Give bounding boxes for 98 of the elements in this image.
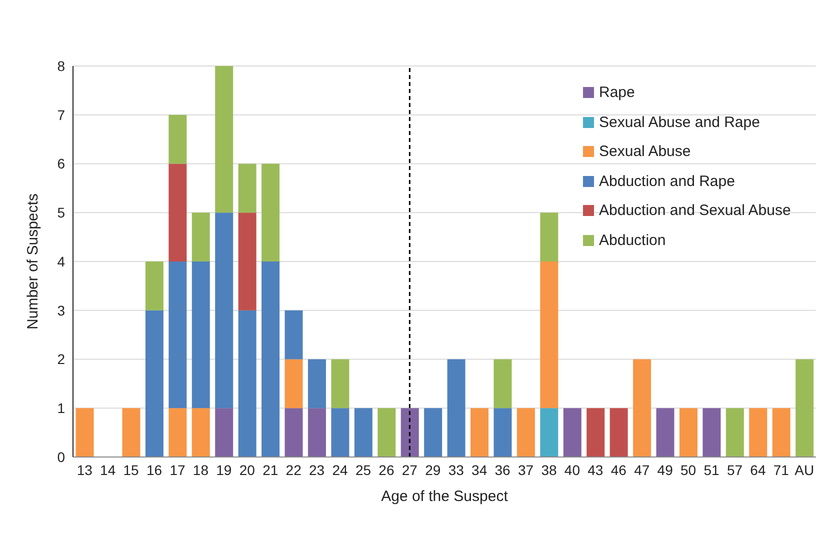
bar: [238, 164, 256, 213]
bar: [76, 408, 94, 457]
x-tick-label: 47: [634, 462, 650, 478]
bar: [192, 212, 210, 262]
bar: [168, 262, 187, 408]
x-tick-label: 37: [518, 462, 534, 478]
y-tick-label: 8: [57, 58, 66, 74]
x-tick-label: 57: [726, 462, 743, 478]
y-axis-title: Number of Suspects: [24, 194, 42, 330]
legend-label: Abduction: [599, 232, 666, 249]
x-tick-label: 33: [448, 462, 464, 478]
x-axis-title: Age of the Suspect: [381, 488, 509, 505]
legend-label: Sexual Abuse: [599, 143, 691, 160]
x-tick-label: 20: [239, 462, 256, 478]
y-tick-label: 2: [57, 351, 66, 368]
x-tick-label: 18: [192, 462, 209, 478]
x-tick-label: 36: [494, 462, 511, 478]
x-tick-label: 22: [286, 462, 302, 478]
x-tick-label: 29: [425, 462, 441, 478]
bar: [610, 408, 628, 457]
bar: [586, 408, 605, 457]
bar: [145, 262, 164, 310]
bar: [796, 359, 814, 457]
x-tick-label: 25: [355, 462, 372, 478]
bar: [308, 408, 326, 457]
x-tick-label: 27: [402, 462, 418, 478]
bar: [447, 359, 466, 457]
bar: [192, 262, 210, 408]
y-tick-label: 5: [57, 204, 66, 221]
bar: [284, 359, 303, 408]
x-tick-label: 19: [216, 462, 232, 478]
bar: [238, 212, 256, 310]
bar: [540, 212, 558, 262]
bar: [215, 408, 234, 457]
bar: [702, 408, 721, 457]
bar: [168, 114, 187, 164]
y-tick-label: 1: [57, 400, 66, 416]
bar: [540, 262, 558, 408]
bar: [516, 408, 535, 457]
bar: [238, 310, 256, 457]
bar: [470, 408, 489, 457]
bar: [331, 408, 350, 457]
x-tick-label: 40: [564, 462, 580, 478]
x-tick-label: 15: [123, 462, 140, 478]
bar: [656, 408, 674, 457]
bar: [168, 408, 187, 457]
x-tick-label: 14: [100, 462, 116, 478]
x-tick-label: 46: [610, 462, 627, 478]
bar: [540, 408, 558, 457]
bar: [192, 408, 210, 457]
bar: [308, 359, 326, 408]
x-tick-label: 13: [76, 462, 93, 478]
legend-label: Abduction and Sexual Abuse: [599, 202, 791, 220]
bar: [563, 408, 582, 457]
bar: [122, 408, 140, 457]
bar: [749, 408, 768, 457]
bar: [679, 408, 698, 457]
bar: [262, 164, 280, 262]
bar: [168, 164, 187, 262]
y-tick-label: 7: [57, 106, 66, 123]
y-tick-label: 6: [57, 156, 66, 172]
bar: [262, 262, 280, 457]
bar: [284, 408, 303, 457]
bar: [378, 408, 396, 457]
x-tick-label: 17: [170, 462, 186, 478]
bar: [400, 408, 419, 457]
x-tick-label: 34: [472, 462, 488, 478]
bar: [215, 212, 234, 408]
legend-label: Sexual Abuse and Rape: [599, 114, 760, 131]
x-tick-label: 49: [657, 462, 674, 478]
x-tick-label: 26: [378, 462, 394, 478]
bar: [494, 408, 512, 457]
bar: [145, 310, 164, 457]
legend-label: Rape: [599, 84, 635, 102]
y-tick-label: 0: [57, 448, 66, 465]
x-tick-label: 24: [332, 462, 348, 478]
bar: [331, 359, 350, 408]
y-tick-label: 3: [57, 302, 66, 318]
x-tick-label: 21: [262, 462, 278, 478]
bar: [354, 408, 372, 457]
x-tick-label: 51: [704, 462, 720, 478]
x-tick-label: AU: [794, 462, 814, 478]
x-tick-label: 38: [541, 462, 557, 478]
bar: [726, 408, 744, 457]
x-tick-label: 50: [680, 462, 696, 478]
legend-label: Abduction and Rape: [599, 172, 735, 190]
bar: [284, 310, 303, 360]
x-tick-label: 64: [750, 462, 766, 478]
x-tick-label: 71: [773, 462, 790, 478]
x-tick-label: 43: [588, 462, 604, 478]
bar: [494, 359, 512, 408]
bar: [633, 359, 652, 457]
x-tick-label: 16: [146, 462, 162, 478]
bar: [215, 66, 234, 213]
bar: [424, 408, 442, 457]
bar: [772, 408, 790, 457]
x-tick-label: 23: [309, 462, 325, 478]
y-tick-label: 4: [57, 253, 66, 270]
